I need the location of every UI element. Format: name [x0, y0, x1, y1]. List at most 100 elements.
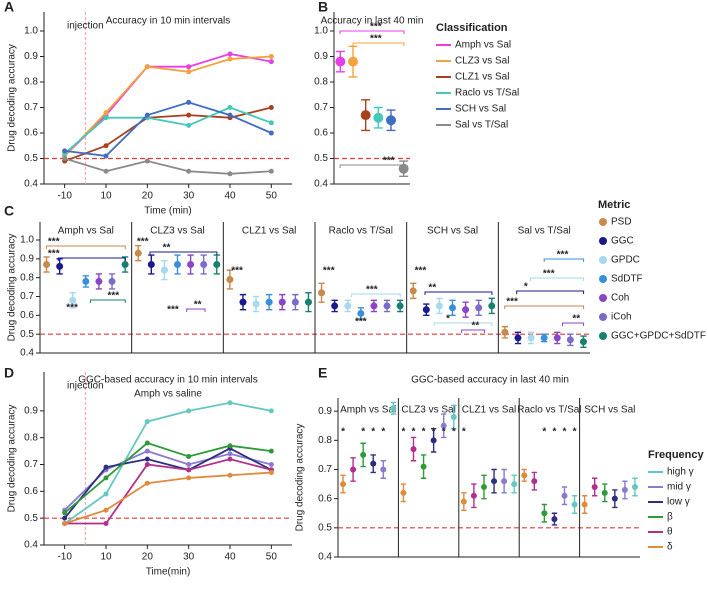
legend-swatch	[599, 294, 607, 302]
data-point	[227, 451, 233, 457]
significance-label: *	[552, 427, 556, 438]
legend-title: Frequency	[648, 449, 705, 461]
significance-label: **	[163, 243, 171, 254]
legend-label: mid γ	[667, 482, 691, 493]
data-point	[103, 507, 109, 513]
data-point	[268, 408, 274, 414]
data-point	[62, 156, 68, 161]
data-point	[268, 120, 274, 126]
significance-label: *	[462, 427, 466, 438]
chart-subtitle: Amph vs saline	[134, 389, 202, 400]
y-tick-label: 0.9	[24, 405, 38, 416]
significance-label: *	[432, 427, 436, 438]
data-point	[450, 414, 457, 420]
significance-label: *	[542, 427, 546, 438]
significance-bracket	[339, 164, 405, 168]
legend-label: low γ	[667, 497, 690, 508]
data-point	[227, 400, 233, 406]
significance-label: *	[381, 427, 385, 438]
series-line	[64, 471, 272, 525]
chart-title: Accuracy in last 40 min	[321, 16, 424, 27]
panel-title: Raclo vs T/Sal	[329, 226, 393, 237]
y-tick-label: 0.5	[318, 522, 332, 533]
data-point	[144, 64, 150, 70]
data-point	[291, 298, 299, 306]
data-point	[304, 298, 312, 306]
significance-bracket	[339, 30, 405, 34]
significance-bracket	[433, 322, 493, 326]
panel-title: CLZ1 vs Sal	[242, 226, 296, 237]
significance-label: ***	[48, 249, 60, 260]
significance-label: *	[442, 427, 446, 438]
significance-label: ***	[107, 291, 119, 302]
data-point	[501, 328, 509, 336]
significance-bracket	[529, 277, 585, 281]
legend-label: β	[667, 512, 673, 523]
data-point	[227, 56, 233, 62]
data-point	[344, 302, 352, 310]
significance-label: ***	[66, 303, 78, 314]
significance-bracket	[516, 290, 585, 294]
significance-label: *	[422, 427, 426, 438]
data-point	[227, 443, 233, 449]
legend-title: Classification	[436, 22, 508, 34]
legend-swatch	[599, 256, 607, 264]
data-point	[265, 298, 273, 306]
data-point	[62, 521, 68, 527]
data-point	[357, 309, 365, 317]
chart-title: Accuracy in 10 min intervals	[106, 16, 231, 27]
y-tick-label: 0.7	[20, 291, 34, 302]
significance-label: **	[194, 300, 202, 311]
significance-label: *	[524, 282, 528, 293]
panel-title: CLZ3 vs Sal	[401, 405, 455, 416]
panel-title: Raclo vs T/Sal	[517, 405, 581, 416]
series-line	[64, 101, 272, 157]
data-point	[566, 336, 574, 344]
data-point	[561, 492, 568, 499]
data-point	[631, 484, 638, 490]
data-point	[227, 171, 233, 177]
y-tick-label: 0.9	[20, 253, 34, 264]
y-tick-label: 0.5	[24, 153, 38, 164]
x-tick-label: 40	[224, 552, 236, 563]
data-point	[103, 464, 109, 470]
data-point	[553, 334, 561, 342]
y-tick-label: 0.7	[24, 459, 38, 470]
data-point	[239, 298, 247, 306]
data-point	[144, 440, 150, 446]
data-point	[435, 302, 443, 310]
data-point	[144, 448, 150, 454]
data-point	[144, 158, 150, 164]
data-point	[488, 302, 496, 310]
data-point	[340, 481, 347, 488]
legend-label: CLZ3 vs Sal	[455, 56, 509, 67]
data-point	[95, 277, 103, 285]
data-point	[390, 405, 397, 412]
significance-label: *	[563, 427, 567, 438]
data-point	[186, 168, 192, 174]
event-label: injection	[67, 381, 104, 392]
data-point	[475, 304, 483, 312]
data-point	[380, 466, 387, 473]
y-tick-label: 1.0	[20, 235, 34, 246]
legend-label: high γ	[667, 467, 694, 478]
legend-swatch	[599, 332, 607, 340]
data-point	[527, 334, 535, 342]
chart-title: GGC-based accuracy in last 40 min	[411, 375, 569, 386]
significance-label: *	[371, 427, 375, 438]
significance-label: ***	[137, 237, 149, 248]
significance-label: ***	[48, 237, 60, 248]
x-tick-label: 30	[183, 191, 195, 202]
legend-label: Amph vs Sal	[455, 40, 511, 51]
legend-label: SdDTF	[611, 274, 643, 285]
data-point	[398, 163, 409, 174]
panel-letter: D	[4, 365, 14, 381]
data-point	[551, 516, 558, 523]
data-point	[373, 112, 384, 123]
chart-title: GGC-based accuracy in 10 min intervals	[78, 375, 258, 386]
legend-label: SCH vs Sal	[455, 104, 506, 115]
data-point	[611, 495, 618, 502]
panel-letter: E	[318, 365, 327, 381]
data-point	[348, 56, 358, 67]
data-point	[531, 478, 538, 485]
